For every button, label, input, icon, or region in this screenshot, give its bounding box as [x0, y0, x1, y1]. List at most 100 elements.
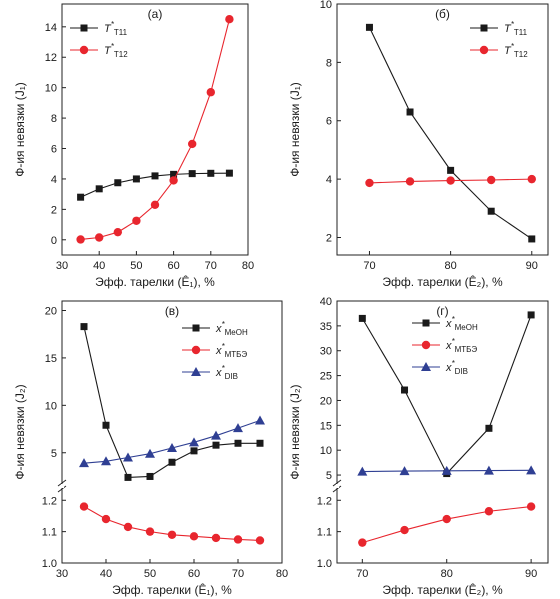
- y-tick-label: 6: [51, 144, 57, 156]
- x-tick-label: 70: [232, 568, 244, 580]
- x-axis-label: Эфф. тарелки (Ê₁), %: [95, 274, 215, 289]
- data-point: [357, 466, 368, 476]
- y-tick-label: 14: [45, 22, 57, 34]
- y-tick-label: 20: [45, 305, 57, 317]
- y-tick-label: 6: [326, 116, 332, 128]
- data-point: [101, 456, 111, 466]
- data-point: [528, 235, 536, 243]
- legend-marker: [479, 45, 489, 55]
- plot-frame: [61, 300, 283, 564]
- legend-marker: [421, 340, 431, 350]
- data-point: [405, 177, 415, 186]
- data-point: [132, 175, 140, 183]
- data-point: [132, 216, 141, 225]
- legend-entry: T*T11: [470, 20, 528, 37]
- panel-label: (в): [165, 304, 179, 318]
- data-point: [207, 169, 215, 177]
- data-point: [225, 169, 233, 177]
- data-point: [150, 200, 160, 209]
- y-tick-label: 1.0: [42, 558, 57, 570]
- data-point: [145, 527, 155, 536]
- data-point: [446, 176, 455, 185]
- series-tt11: [365, 23, 536, 243]
- x-tick-label: 40: [100, 568, 112, 580]
- data-point: [256, 439, 264, 447]
- series-xmeoh: [358, 311, 535, 478]
- data-point: [168, 458, 176, 466]
- break-gap: [336, 484, 339, 488]
- y-tick-label: 12: [45, 52, 57, 64]
- legend-marker: [480, 24, 488, 32]
- data-point: [485, 424, 493, 432]
- break-slash: [57, 479, 67, 487]
- legend-label: x*DIB: [215, 364, 238, 381]
- y-tick-label: 5: [326, 470, 332, 482]
- data-point: [146, 472, 154, 480]
- legend-entry: x*DIB: [182, 364, 238, 381]
- axis-break-mark: [332, 479, 342, 493]
- x-tick-label: 70: [363, 260, 375, 272]
- data-point: [145, 448, 155, 458]
- series-line: [362, 505, 532, 544]
- x-tick-label: 70: [356, 568, 368, 580]
- y-axis-label: Ф-ия невязки (J₂): [288, 384, 302, 479]
- data-point: [80, 323, 88, 331]
- data-point: [102, 421, 110, 429]
- data-point: [114, 179, 122, 187]
- legend-label: x*DIB: [445, 359, 468, 376]
- y-tick-label: 2: [326, 232, 332, 244]
- y-tick-label: 5: [51, 448, 57, 460]
- plot-frame: [61, 3, 249, 256]
- series-line: [83, 419, 261, 464]
- data-point: [95, 185, 103, 193]
- data-point: [79, 502, 89, 511]
- y-tick-label: 8: [51, 113, 57, 125]
- x-tick-label: 70: [205, 260, 217, 272]
- data-point: [151, 172, 159, 180]
- data-point: [113, 227, 123, 237]
- data-point: [188, 170, 196, 178]
- x-axis-label: Эфф. тарелки (Ê₂), %: [382, 274, 503, 289]
- panel-label: (б): [435, 7, 450, 21]
- x-tick-label: 80: [444, 260, 456, 272]
- x-tick-label: 30: [56, 568, 68, 580]
- data-point: [400, 525, 409, 535]
- x-tick-label: 80: [441, 568, 453, 580]
- data-point: [123, 452, 133, 462]
- y-tick-label: 10: [45, 400, 57, 412]
- data-point: [442, 514, 451, 524]
- y-tick-label: 15: [320, 420, 332, 432]
- y-tick-label: 8: [326, 57, 332, 69]
- legend-marker: [192, 324, 200, 332]
- break-slash: [332, 479, 342, 487]
- data-point: [206, 88, 215, 97]
- y-tick-label: 1.2: [317, 495, 332, 507]
- data-point: [234, 439, 242, 447]
- y-axis-label: Ф-ия невязки (J₁): [288, 82, 302, 177]
- x-tick-label: 30: [56, 260, 68, 272]
- series-xmtbe: [79, 502, 265, 545]
- data-point: [211, 430, 221, 440]
- data-point: [365, 178, 374, 188]
- axis-break-mark: [57, 479, 67, 493]
- y-tick-label: 0: [51, 235, 57, 247]
- legend-marker: [79, 45, 89, 55]
- x-tick-label: 50: [144, 568, 156, 580]
- data-point: [526, 502, 536, 511]
- x-tick-label: 80: [242, 260, 254, 272]
- legend-entry: x*MeOH: [412, 315, 478, 332]
- legend-entry: T*T11: [70, 20, 128, 37]
- legend-label: x*MeOH: [445, 315, 478, 332]
- legend-entry: x*MeOH: [182, 320, 248, 337]
- legend-marker: [191, 345, 201, 355]
- data-point: [225, 15, 234, 24]
- data-point: [79, 458, 89, 468]
- y-tick-label: 40: [320, 296, 332, 308]
- break-gap: [61, 484, 64, 488]
- chart-panel-b: 70 80 90 2 4 6 8 10 (б) Эфф. тарелки (Ê₂), % Ф-ия …: [288, 0, 549, 289]
- y-tick-label: 25: [320, 371, 332, 383]
- y-tick-label: 30: [320, 346, 332, 358]
- legend-marker: [421, 362, 431, 371]
- panel-label: (г): [436, 304, 448, 318]
